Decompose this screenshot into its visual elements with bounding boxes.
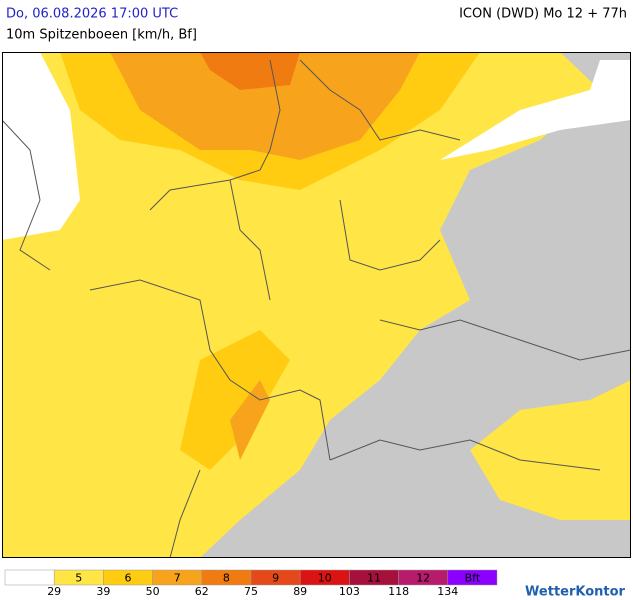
legend-threshold: 89 xyxy=(293,585,307,598)
legend-threshold: 62 xyxy=(195,585,209,598)
legend-label: 11 xyxy=(367,572,381,585)
brand-logo: WetterKontor xyxy=(525,585,626,600)
legend-label: 7 xyxy=(174,572,181,585)
legend-threshold: 75 xyxy=(244,585,258,598)
legend-label: 5 xyxy=(75,572,82,585)
model-run: ICON (DWD) Mo 12 + 77h xyxy=(459,7,627,22)
legend-swatch xyxy=(447,569,498,586)
legend-threshold: 118 xyxy=(388,585,409,598)
legend-threshold: 134 xyxy=(437,585,458,598)
legend-label: 6 xyxy=(125,572,132,585)
legend-swatch xyxy=(4,569,55,586)
map xyxy=(2,52,631,558)
legend-threshold: 39 xyxy=(96,585,110,598)
legend-threshold: 103 xyxy=(339,585,360,598)
legend-label: Bft xyxy=(465,572,481,585)
legend-threshold: 50 xyxy=(146,585,160,598)
legend-threshold: 29 xyxy=(47,585,61,598)
legend-label: 12 xyxy=(416,572,430,585)
timestamp: Do, 06.08.2026 17:00 UTC xyxy=(6,7,178,22)
legend-label: 8 xyxy=(223,572,230,585)
legend-label: 10 xyxy=(318,572,332,585)
legend-label: 9 xyxy=(272,572,279,585)
parameter: 10m Spitzenboeen [km/h, Bf] xyxy=(6,28,197,43)
